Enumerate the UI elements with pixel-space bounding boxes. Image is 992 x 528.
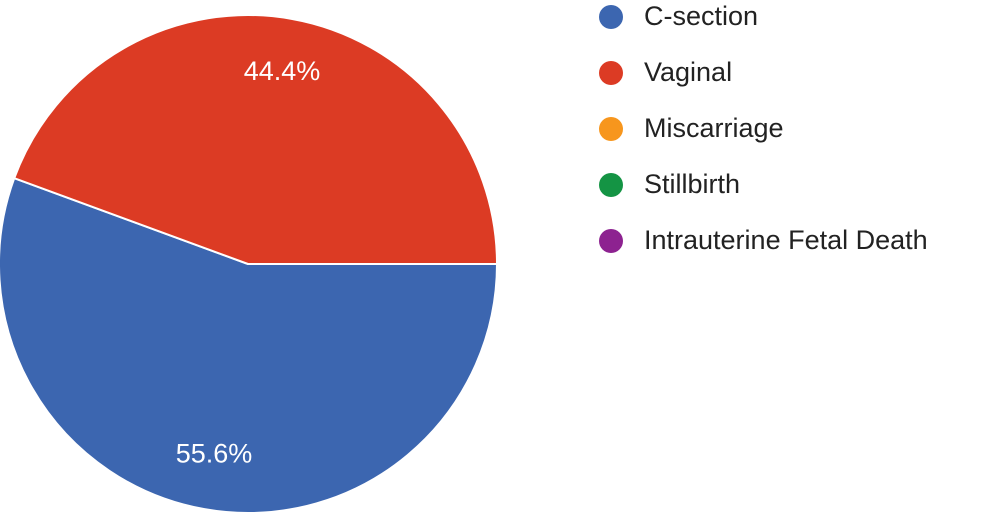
legend-label: Stillbirth [644, 169, 740, 199]
slice-label: 44.4% [244, 56, 321, 86]
pie-slice [12, 14, 499, 265]
legend-marker [599, 5, 623, 29]
legend-marker [599, 229, 623, 253]
legend-label: Miscarriage [644, 113, 784, 143]
legend-label: Intrauterine Fetal Death [644, 225, 928, 255]
legend-marker [599, 173, 623, 197]
pie-slice [0, 176, 499, 514]
legend-label: Vaginal [644, 57, 732, 87]
legend-label: C-section [644, 1, 758, 31]
legend-marker [599, 117, 623, 141]
legend-marker [599, 61, 623, 85]
slice-label: 55.6% [176, 438, 253, 468]
